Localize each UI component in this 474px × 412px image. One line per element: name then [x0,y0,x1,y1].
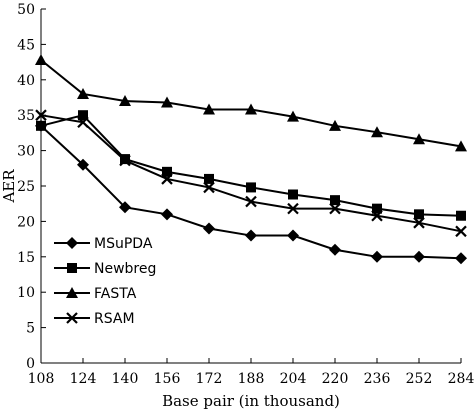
legend-marker-cross [66,312,78,324]
y-tick-label: 10 [17,285,35,301]
x-tick-label: 284 [448,371,474,387]
data-point-msupda-156 [161,208,173,221]
legend-label: FASTA [94,286,137,302]
y-axis-title: AER [0,169,18,204]
data-point-msupda-188 [245,229,257,242]
x-tick-label: 252 [406,371,433,387]
x-tick-label: 124 [70,371,97,387]
data-point-newbreg-108 [36,120,46,131]
data-point-rsam-252 [413,217,425,229]
data-point-fasta-124 [77,87,89,99]
x-tick-label: 172 [196,371,223,387]
x-tick-label: 156 [154,371,181,387]
series-line-rsam [40,114,462,233]
data-point-rsam-220 [329,202,341,215]
y-tick-label: 40 [17,73,35,89]
y-tick-label: 15 [17,250,35,266]
legend-label: Newbreg [94,261,156,277]
data-point-newbreg-204 [288,189,298,200]
data-point-msupda-252 [413,250,425,263]
data-point-rsam-172 [203,181,215,194]
x-axis-title: Base pair (in thousand) [162,392,340,410]
data-point-msupda-172 [203,222,215,235]
tick-marks: 0 5 10 15 20 25 30 35 40 45 50 108 124 140 156 172 188 20… [17,2,474,387]
y-tick-label: 30 [17,144,35,160]
y-tick-label: 5 [26,321,35,337]
data-point-rsam-124 [77,116,89,129]
data-point-newbreg-172 [204,173,214,184]
legend-label: RSAM [94,311,135,327]
data-point-rsam-108 [35,109,47,121]
x-tick-label: 188 [238,371,265,387]
legend-marker-triangle [66,287,78,298]
data-point-newbreg-188 [246,182,256,193]
data-point-rsam-188 [245,195,257,208]
data-point-msupda-140 [119,201,131,214]
data-point-newbreg-284 [456,210,466,221]
data-point-newbreg-156 [162,166,172,177]
y-tick-label: 0 [26,356,35,372]
legend-item-newbreg: Newbreg [54,261,156,277]
data-point-fasta-236 [371,126,383,138]
legend-marker-square [67,263,77,273]
data-point-fasta-220 [329,119,341,131]
data-point-fasta-156 [161,96,173,108]
data-point-fasta-188 [245,103,257,115]
data-point-newbreg-236 [372,203,382,214]
data-point-msupda-204 [287,229,299,242]
data-point-msupda-124 [77,158,89,171]
data-point-rsam-204 [287,202,299,215]
data-point-rsam-236 [371,209,383,222]
series-rsam [35,109,467,238]
legend-item-rsam: RSAM [54,311,135,327]
data-point-msupda-220 [329,243,341,256]
legend-marker-diamond [66,237,78,249]
x-tick-label: 204 [280,371,307,387]
legend-item-msupda: MSuPDA [54,236,153,252]
data-point-fasta-140 [119,95,131,107]
data-point-fasta-172 [203,103,215,115]
series-fasta [35,53,467,152]
legend-label: MSuPDA [94,236,153,252]
data-point-msupda-236 [371,250,383,263]
legend-item-fasta: FASTA [54,286,137,302]
data-point-fasta-284 [455,140,467,152]
x-tick-label: 220 [322,371,349,387]
series-newbreg [36,110,466,221]
series-group [35,53,467,265]
data-point-newbreg-124 [78,110,88,121]
x-tick-label: 140 [112,371,139,387]
data-point-fasta-108 [35,53,47,65]
data-point-msupda-284 [455,252,467,265]
data-point-rsam-156 [161,173,173,185]
data-point-rsam-140 [119,154,131,167]
data-point-fasta-204 [287,110,299,122]
y-tick-label: 20 [17,214,35,230]
data-point-rsam-284 [455,225,467,238]
x-tick-label: 108 [28,371,55,387]
x-tick-label: 236 [364,371,391,387]
y-tick-label: 25 [17,179,35,195]
legend: MSuPDA Newbreg FASTA RSAM [54,236,156,327]
data-point-newbreg-220 [330,195,340,206]
y-tick-label: 50 [17,2,35,18]
data-point-newbreg-252 [414,209,424,220]
series-msupda [35,119,467,265]
y-tick-label: 45 [17,37,35,53]
data-point-fasta-252 [413,133,425,145]
y-tick-label: 35 [17,108,35,124]
series-line-fasta [40,59,462,148]
